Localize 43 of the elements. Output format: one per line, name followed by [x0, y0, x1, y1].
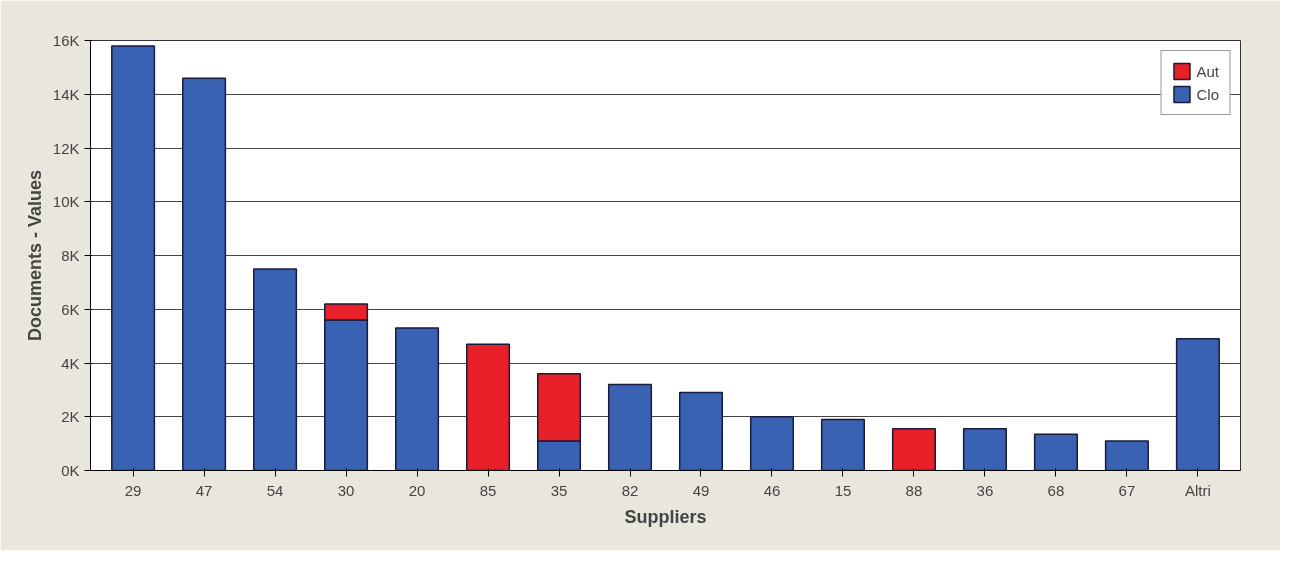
x-tick-label: 20: [408, 481, 426, 499]
x-tick-label: 47: [195, 481, 213, 499]
bar: [182, 77, 227, 471]
bar: [111, 45, 156, 471]
bar: [891, 428, 936, 471]
y-tick-label: 2K: [61, 408, 80, 426]
x-tick-label: 15: [834, 481, 852, 499]
y-tick-label: 4K: [61, 354, 80, 372]
x-tick-label: 46: [763, 481, 781, 499]
x-tick-label: 49: [692, 481, 710, 499]
x-tick-label: 54: [266, 481, 284, 499]
x-tick-label: 35: [550, 481, 568, 499]
x-tick-label: 29: [124, 481, 142, 499]
bar: [253, 268, 298, 471]
bar: [1175, 338, 1220, 471]
legend-label: Clo: [1196, 85, 1219, 103]
x-axis-title: Suppliers: [624, 506, 707, 527]
y-tick-label: 6K: [61, 300, 80, 318]
y-axis-title: Documents - Values: [24, 169, 45, 342]
bar: [395, 327, 440, 471]
y-tick-label: 14K: [52, 85, 80, 103]
x-tick-label: 85: [479, 481, 497, 499]
bar: [820, 418, 866, 471]
bar: [678, 391, 724, 471]
x-tick-label: 88: [905, 481, 923, 499]
y-tick-label: 8K: [61, 247, 80, 264]
y-tick-label: 0K: [61, 462, 80, 479]
bar: [1104, 440, 1149, 471]
y-tick-label: 16K: [52, 32, 80, 49]
bar: [465, 343, 511, 471]
x-tick-label: 68: [1047, 481, 1065, 499]
bar: [1033, 433, 1078, 471]
y-tick-label: 10K: [52, 193, 80, 211]
x-tick-label: 36: [976, 481, 994, 499]
bar: [749, 416, 795, 471]
x-tick-label: 82: [621, 481, 639, 499]
x-tick-label: Altri: [1184, 481, 1211, 499]
y-tick-label: 12K: [52, 139, 80, 157]
x-tick-label: 67: [1118, 481, 1136, 499]
bar: [962, 428, 1007, 471]
bar: [607, 383, 653, 471]
x-tick-label: 30: [337, 481, 355, 499]
legend-label: Aut: [1196, 62, 1219, 80]
